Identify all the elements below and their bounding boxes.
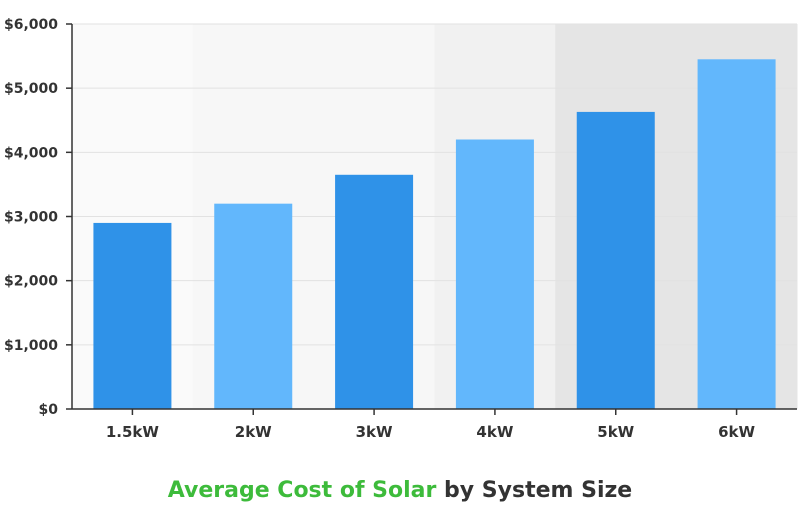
x-tick-label: 5kW: [597, 423, 634, 441]
y-tick-label: $4,000: [4, 145, 58, 161]
y-tick-label: $6,000: [4, 17, 58, 33]
x-tick-labels: 1.5kW 2kW 3kW 4kW 5kW 6kW: [106, 409, 756, 441]
x-tick-label: 1.5kW: [106, 423, 160, 441]
bar-4kW: [455, 139, 534, 409]
bar-6kW: [697, 59, 776, 410]
x-tick-label: 2kW: [235, 423, 272, 441]
bar-5kW: [576, 111, 655, 410]
y-tick-label: $5,000: [4, 81, 58, 97]
chart-title-highlight: Average Cost of Solar: [167, 478, 437, 503]
bar-3kW: [335, 174, 414, 409]
y-tick-labels: $0 $1,000 $2,000 $3,000 $4,000 $5,000 $6,000: [4, 17, 58, 418]
y-tick-label: $2,000: [4, 274, 58, 290]
x-tick-label: 6kW: [718, 423, 755, 441]
x-tick-label: 4kW: [476, 423, 513, 441]
gridlines: [66, 23, 797, 410]
chart-title: Average Cost of Solar by System Size: [0, 476, 800, 506]
bar-2kW: [214, 203, 293, 409]
bar-1.5kW: [93, 222, 172, 409]
y-tick-label: $0: [39, 402, 59, 418]
x-tick-label: 3kW: [356, 423, 393, 441]
bars: [93, 59, 776, 410]
y-tick-label: $3,000: [4, 210, 58, 226]
chart-title-rest: by System Size: [444, 478, 633, 503]
axes: [71, 24, 797, 410]
y-tick-label: $1,000: [4, 338, 58, 354]
